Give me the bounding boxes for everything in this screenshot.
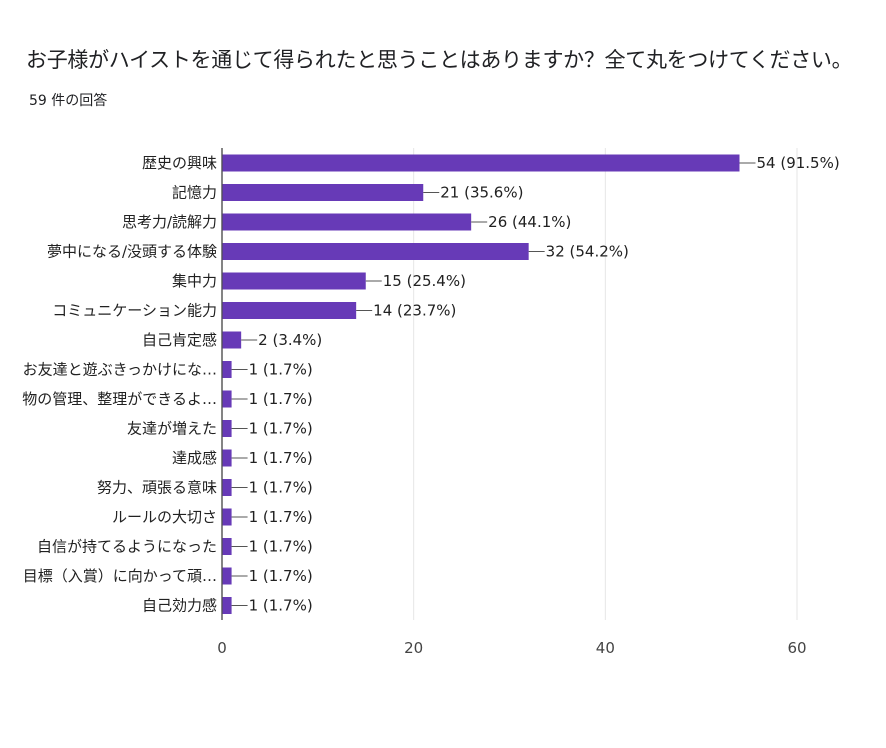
category-label: 記憶力: [172, 184, 217, 202]
data-label: 54 (91.5%): [757, 154, 840, 172]
data-label: 26 (44.1%): [488, 213, 571, 231]
bar: [222, 272, 366, 290]
x-tick-label: 40: [596, 639, 615, 657]
data-label: 15 (25.4%): [383, 272, 466, 290]
data-label: 1 (1.7%): [249, 390, 313, 408]
category-label: お友達と遊ぶきっかけにな…: [23, 361, 217, 379]
category-label: 努力、頑張る意味: [97, 479, 217, 497]
bar: [222, 390, 232, 408]
data-label: 1 (1.7%): [249, 597, 313, 615]
x-tick-label: 20: [404, 639, 423, 657]
x-tick-label: 60: [787, 639, 806, 657]
bar: [222, 538, 232, 555]
bar: [222, 154, 740, 172]
category-label: 思考力/読解力: [122, 213, 217, 231]
data-label: 1 (1.7%): [249, 361, 313, 379]
data-label: 32 (54.2%): [546, 243, 629, 261]
bar: [222, 361, 232, 378]
data-label: 1 (1.7%): [249, 449, 313, 467]
bar: [222, 420, 232, 437]
category-label: 集中力: [172, 272, 217, 290]
category-label: 達成感: [172, 449, 217, 467]
category-label: 目標（入賞）に向かって頑…: [23, 567, 217, 585]
bar: [222, 479, 232, 496]
category-label: 自己効力感: [142, 597, 217, 615]
bar: [222, 302, 357, 319]
category-label: 歴史の興味: [142, 154, 217, 172]
data-label: 2 (3.4%): [258, 331, 322, 349]
category-label: 友達が増えた: [127, 420, 217, 438]
data-label: 1 (1.7%): [249, 479, 313, 497]
bar: [222, 213, 472, 231]
bar: [222, 449, 232, 467]
category-label: ルールの大切さ: [112, 508, 217, 526]
data-label: 21 (35.6%): [440, 184, 523, 202]
bar: [222, 567, 232, 585]
category-label: コミュニケーション能力: [52, 302, 217, 320]
data-label: 1 (1.7%): [249, 420, 313, 438]
data-label: 1 (1.7%): [249, 538, 313, 556]
data-label: 14 (23.7%): [373, 302, 456, 320]
bar: [222, 243, 529, 260]
bar: [222, 508, 232, 526]
data-label: 1 (1.7%): [249, 567, 313, 585]
x-tick-label: 0: [217, 639, 227, 657]
category-label: 夢中になる/没頭する体験: [47, 243, 217, 261]
bar: [222, 597, 232, 614]
question-title: お子様がハイストを通じて得られたと思うことはありますか？全て丸をつけてください。: [26, 48, 853, 72]
category-label: 自己肯定感: [142, 331, 217, 349]
data-label: 1 (1.7%): [249, 508, 313, 526]
category-label: 自信が持てるようになった: [37, 538, 217, 556]
category-label: 物の管理、整理ができるよ…: [22, 390, 217, 408]
bar: [222, 331, 242, 349]
bar: [222, 184, 424, 201]
response-count: 59 件の回答: [29, 93, 108, 109]
